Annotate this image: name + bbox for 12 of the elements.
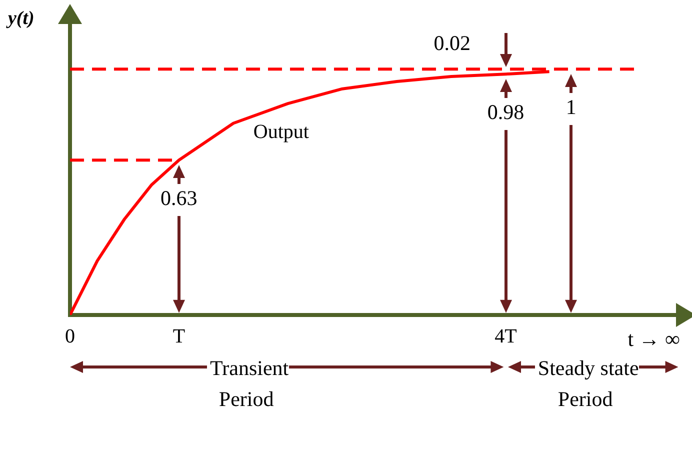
text: Transient Period xyxy=(207,356,289,411)
annotation: 0.63 xyxy=(160,186,198,212)
annotation: 0.98 xyxy=(486,100,526,126)
series-label: Output xyxy=(253,121,309,144)
y-axis-title: y(t) xyxy=(8,8,34,30)
x-axis-title: t → ∞ xyxy=(628,327,680,352)
text: Steady state Period xyxy=(534,356,639,411)
annotation: 1 xyxy=(564,95,578,120)
x-tick-label: 4T xyxy=(494,325,517,348)
annotation: 0.02 xyxy=(434,31,470,56)
x-tick-label: 0 xyxy=(65,325,75,348)
x-tick-label: T xyxy=(172,325,186,348)
